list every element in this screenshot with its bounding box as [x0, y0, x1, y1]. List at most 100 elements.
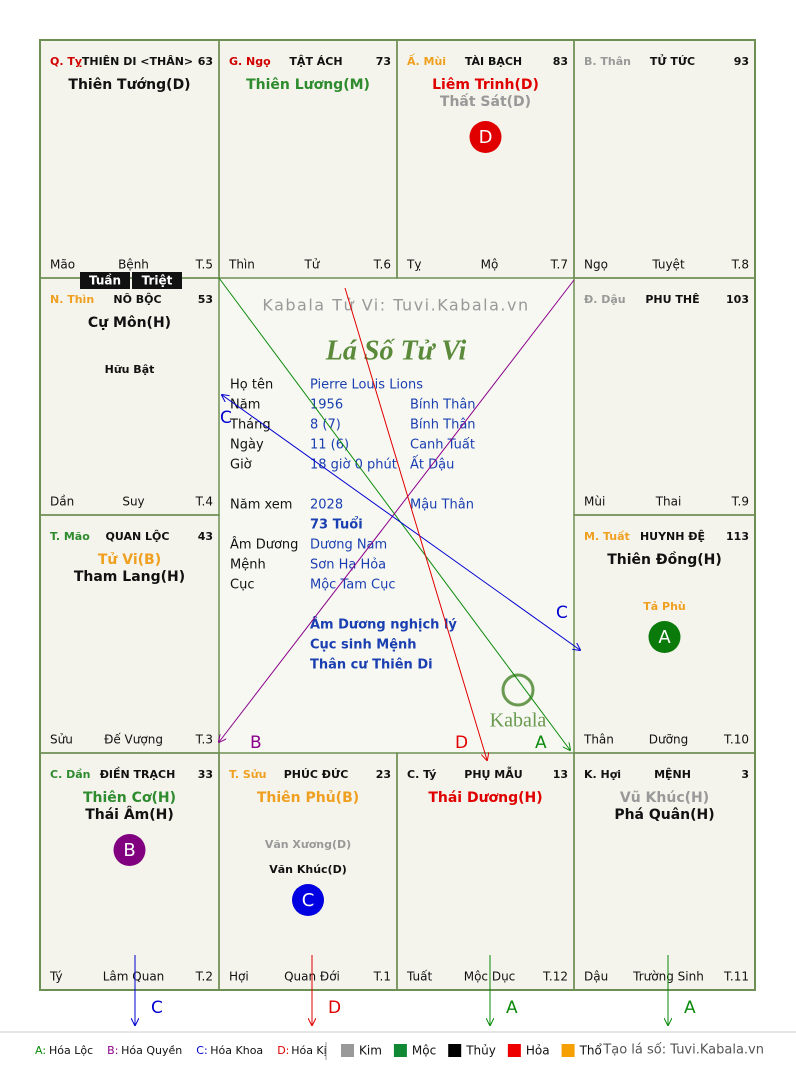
legend-element: Hỏa [526, 1044, 550, 1058]
term: T.9 [731, 495, 749, 509]
branch: Thân [583, 733, 614, 747]
credit: Tạo lá số: Tuvi.Kabala.vn [602, 1043, 764, 1058]
info-label: Mệnh [230, 558, 266, 573]
term: T.1 [373, 970, 391, 984]
info-note: Âm Dương nghịch lý [310, 617, 457, 633]
branch: Tuất [406, 970, 432, 984]
palace-name: ĐIỀN TRẠCH [100, 767, 176, 781]
term: T.11 [723, 970, 749, 984]
stage: Tuyệt [651, 258, 685, 272]
info-value: 8 (7) [310, 418, 341, 433]
aspect-line [344, 287, 487, 760]
stage: Thai [655, 495, 682, 509]
info-value: 1956 [310, 398, 343, 413]
palace-can: T. Sửu [229, 768, 266, 781]
stage: Suy [122, 495, 144, 509]
aspect-label: C [220, 408, 232, 428]
info-value: Bính Thân [410, 418, 476, 433]
info-label: Họ tên [230, 378, 273, 393]
branch: Mão [50, 258, 75, 272]
term: T.8 [731, 258, 749, 272]
branch: Thìn [228, 258, 255, 272]
legend-key: B: [107, 1044, 118, 1057]
tag-label: Tuần [89, 274, 121, 288]
main-star: Thiên Tướng(D) [68, 77, 190, 93]
palace-age: 33 [198, 768, 213, 781]
info-note: Cục sinh Mệnh [310, 638, 417, 653]
legend-key: D: [277, 1044, 289, 1057]
palace-name: QUAN LỘC [106, 530, 170, 543]
palace-can: T. Mão [50, 530, 90, 543]
legend-element: Thủy [465, 1044, 496, 1058]
aspect-label: D [455, 733, 468, 753]
palace-can: Ấ. Mùi [407, 53, 446, 68]
palace-name: PHÚC ĐỨC [284, 768, 349, 781]
main-star: Cự Môn(H) [88, 315, 171, 331]
term: T.7 [550, 258, 568, 272]
palace-age: 93 [734, 55, 749, 68]
branch: Ngọ [584, 258, 608, 272]
branch: Tỵ [406, 258, 421, 272]
bottom-arrow-label: A [684, 998, 696, 1018]
stage: Bệnh [118, 258, 149, 272]
info-label: Ngày [230, 438, 264, 453]
palace-can: C. Tý [407, 768, 436, 781]
palace-name: HUYNH ĐỆ [640, 530, 705, 543]
legend-swatch [561, 1044, 575, 1057]
aspect-line [222, 395, 580, 650]
legend-swatch [448, 1044, 462, 1057]
term: T.12 [542, 970, 568, 984]
info-value: Canh Tuất [410, 438, 475, 453]
palace-age: 53 [198, 293, 213, 306]
palace-cell [573, 752, 756, 991]
legend-text: Hóa Quyền [121, 1044, 182, 1057]
info-label: Năm xem [230, 498, 292, 513]
tag-box [132, 272, 182, 289]
main-star: Thất Sát(D) [440, 93, 531, 110]
main-star: Tử Vi(B) [98, 552, 161, 568]
info-label: Năm [230, 398, 260, 413]
info-label: Âm Dương [230, 537, 298, 553]
header: Kabala Tử Vi: Tuvi.Kabala.vn [262, 296, 529, 315]
legend-key: C: [196, 1044, 207, 1057]
palace-can: C. Dần [50, 768, 90, 781]
legend-text: Hóa Lộc [49, 1044, 93, 1057]
info-value: 18 giờ 0 phút [310, 458, 397, 473]
tag-label: Triệt [142, 274, 173, 288]
palace-age: 3 [741, 768, 749, 781]
palace-name: PHỤ MẪU [464, 766, 522, 781]
palace-can: M. Tuất [584, 530, 630, 543]
palace-age: 103 [726, 293, 749, 306]
palace-age: 43 [198, 530, 213, 543]
info-value: Bính Thân [410, 398, 476, 413]
bottom-arrow-label: C [151, 998, 163, 1018]
palace-name: PHU THÊ [645, 293, 699, 306]
term: T.2 [195, 970, 213, 984]
palace-can: G. Ngọ [229, 55, 271, 68]
mutation-letter: A [658, 627, 671, 648]
main-star: Thái Dương(H) [428, 790, 542, 806]
legend-text: Hóa Khoa [210, 1044, 263, 1057]
info-label: Cục [230, 578, 254, 593]
logo-mark [501, 673, 535, 707]
legend-swatch [341, 1044, 354, 1057]
branch: Tý [49, 970, 63, 984]
stage: Đế Vượng [104, 733, 163, 747]
aspect-label: B [250, 733, 262, 753]
mutation-badge [648, 621, 681, 653]
stage: Tử [304, 258, 321, 272]
mutation-badge [469, 121, 502, 153]
bottom-arrow-label: D [328, 998, 341, 1018]
main-star: Tham Lang(H) [74, 569, 185, 585]
palace-can: Đ. Dậu [584, 293, 626, 306]
minor-star: Văn Xương(D) [265, 838, 351, 851]
term: T.10 [723, 733, 749, 747]
term: T.6 [373, 258, 391, 272]
main-star: Thiên Cơ(H) [83, 790, 176, 806]
info-label: Giờ [230, 458, 252, 473]
palace-name: MỆNH [654, 768, 691, 781]
palace-name: TỬ TỨC [650, 54, 695, 68]
term: T.4 [195, 495, 213, 509]
term: T.5 [195, 258, 213, 272]
tag-box [80, 272, 130, 289]
